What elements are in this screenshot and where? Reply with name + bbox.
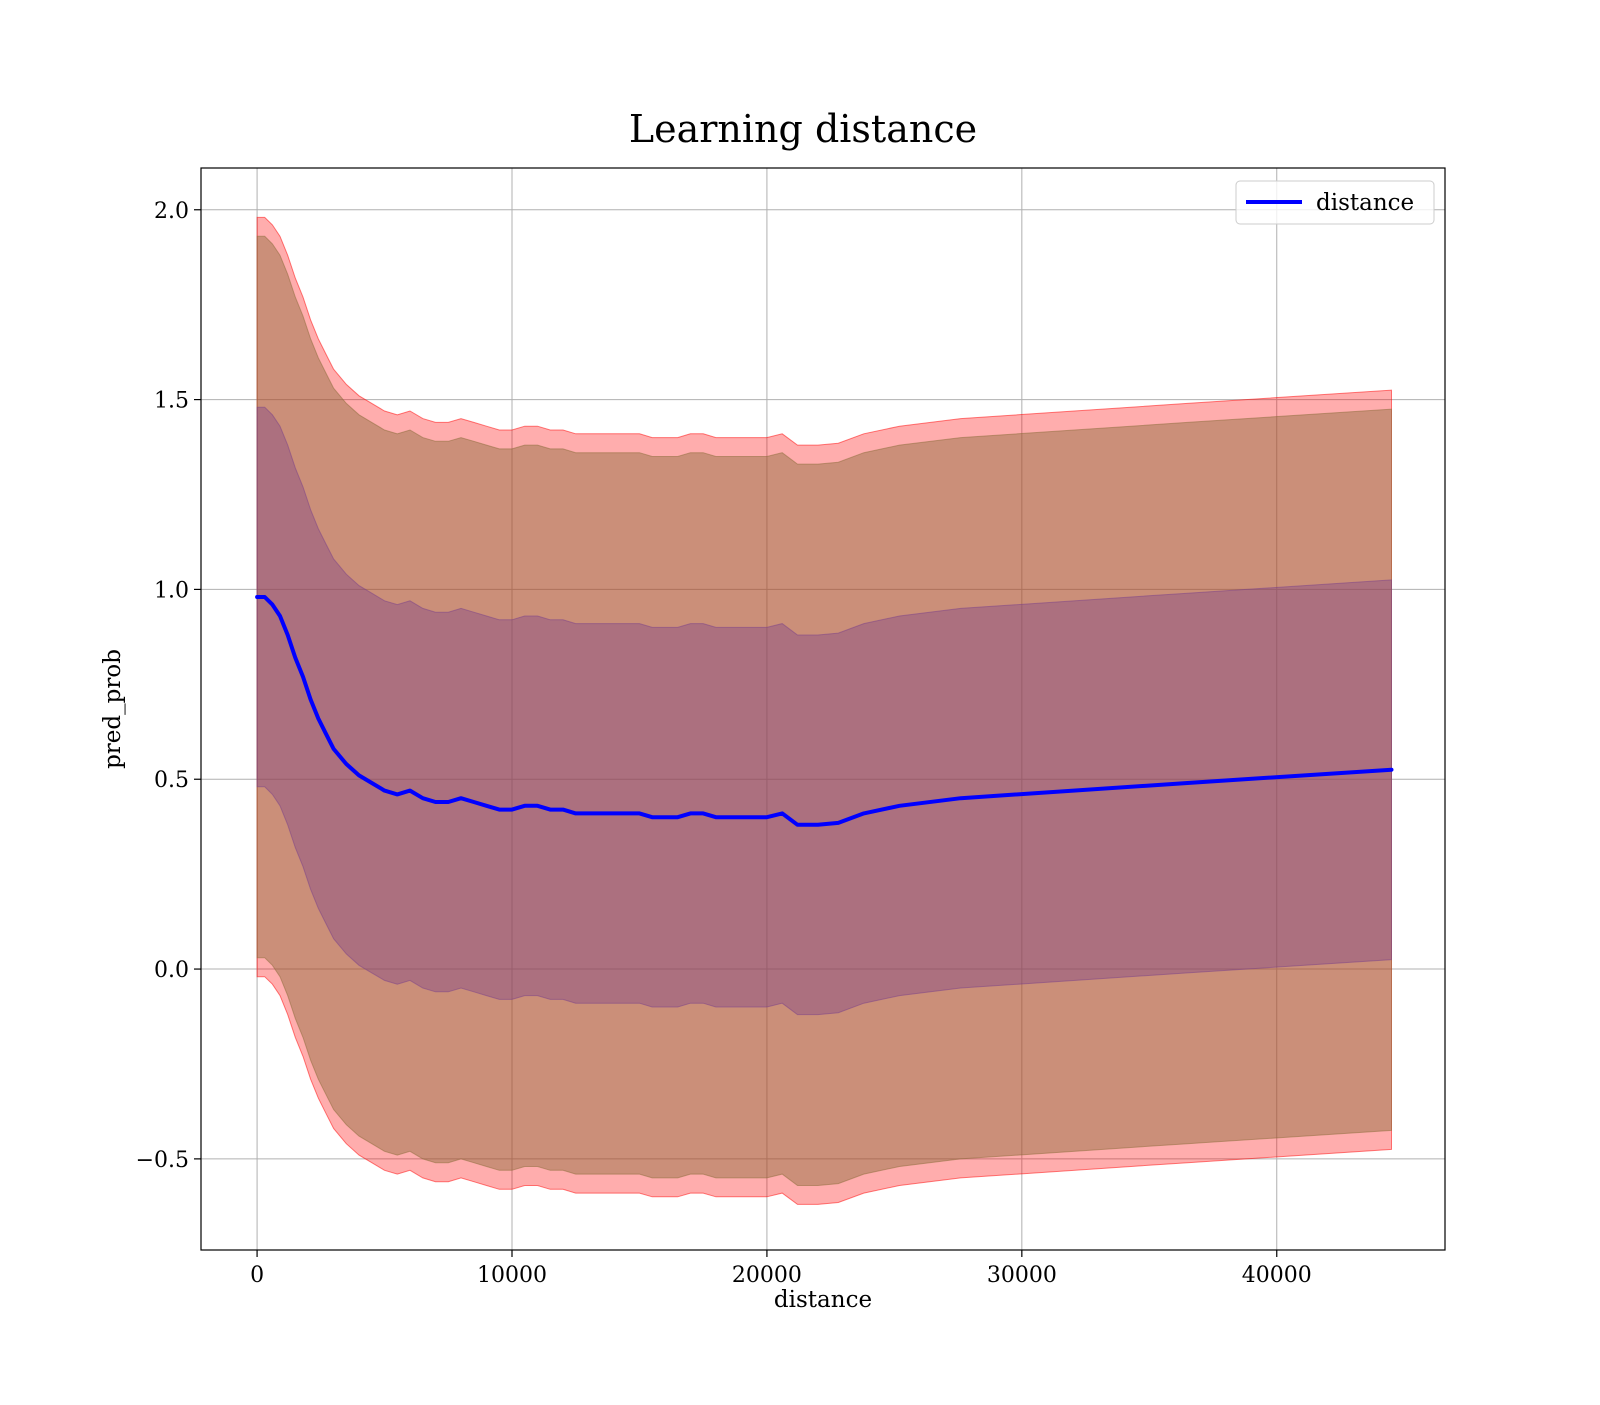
x-tick-label-2: 20000 <box>732 1263 802 1288</box>
y-tick-label-1: 0.0 <box>154 958 189 983</box>
y-tick-label-0: −0.5 <box>136 1148 189 1173</box>
plot-area <box>200 167 1446 1251</box>
x-tick-label-0: 0 <box>250 1263 264 1288</box>
series-line-distance <box>255 595 1394 827</box>
legend-label-distance: distance <box>1316 190 1414 216</box>
y-axis-label: pred_prob <box>100 649 126 769</box>
x-axis-ticks: 0 10000 20000 30000 40000 <box>250 1250 1312 1288</box>
y-axis-ticks: −0.5 0.0 0.5 1.0 1.5 2.0 <box>136 199 201 1173</box>
x-tick-label-4: 40000 <box>1242 1263 1312 1288</box>
x-axis-label: distance <box>774 1287 872 1313</box>
bands <box>256 216 1392 1205</box>
plot-background <box>201 168 1445 1250</box>
mid-band <box>256 235 1392 1186</box>
x-tick-label-1: 10000 <box>477 1263 547 1288</box>
legend: distance <box>1235 180 1435 225</box>
plot-frame <box>200 167 1446 1251</box>
series-lines <box>255 595 1394 827</box>
y-tick-label-3: 1.0 <box>154 578 189 603</box>
inner-band <box>256 406 1392 1016</box>
y-tick-label-2: 0.5 <box>154 768 189 793</box>
y-tick-label-4: 1.5 <box>154 389 189 414</box>
y-tick-label-5: 2.0 <box>154 199 189 224</box>
legend-box <box>1235 180 1435 225</box>
x-tick-label-3: 30000 <box>987 1263 1057 1288</box>
chart-title: Learning distance <box>629 107 977 151</box>
outer-band <box>256 216 1392 1205</box>
